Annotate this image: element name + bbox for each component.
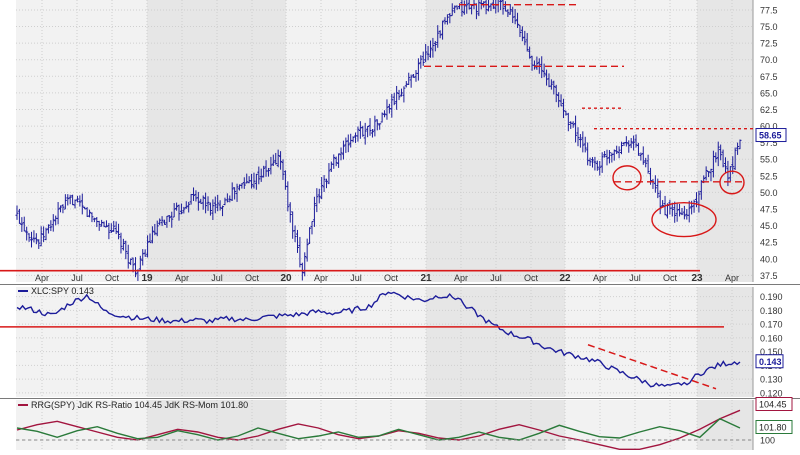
x-tick-label: 23 bbox=[691, 273, 703, 284]
price-y-tick-label: 72.5 bbox=[760, 39, 778, 49]
rs-y-tick-label: 0.160 bbox=[760, 333, 783, 343]
rs-y-tick-label: 0.150 bbox=[760, 347, 783, 357]
rs-last-value-box bbox=[755, 354, 784, 369]
price-y-tick-label: 57.5 bbox=[760, 138, 778, 148]
price-last-value-box bbox=[755, 128, 787, 143]
x-tick-label: 19 bbox=[141, 273, 153, 284]
rs-shade-band bbox=[565, 287, 697, 397]
x-tick-label: 20 bbox=[280, 273, 292, 284]
rs-y-tick-label: 0.130 bbox=[760, 375, 783, 385]
x-tick-label: Jul bbox=[629, 273, 641, 283]
rrg-shade-band bbox=[697, 400, 753, 450]
price-y-tick-label: 52.5 bbox=[760, 171, 778, 181]
rrg-shade-band bbox=[565, 400, 697, 450]
x-tick-label: Apr bbox=[725, 273, 739, 283]
rs-shade-band bbox=[16, 287, 147, 397]
price-shade-band bbox=[697, 0, 753, 282]
x-tick-label: Oct bbox=[384, 273, 399, 283]
price-annotation-ellipse bbox=[651, 202, 717, 238]
x-tick-label: Apr bbox=[454, 273, 468, 283]
x-tick-label: Oct bbox=[663, 273, 678, 283]
rrg-y-tick-label: 100 bbox=[760, 436, 775, 446]
price-y-tick-label: 62.5 bbox=[760, 105, 778, 115]
x-tick-label: Oct bbox=[105, 273, 120, 283]
rs-series-line bbox=[16, 291, 741, 388]
rrg-last-value: 104.45 bbox=[759, 400, 787, 410]
price-y-tick-label: 70.0 bbox=[760, 55, 778, 65]
x-tick-label: Apr bbox=[593, 273, 607, 283]
x-tick-label: Oct bbox=[245, 273, 260, 283]
price-y-tick-label: 50.0 bbox=[760, 188, 778, 198]
price-y-tick-label: 55.0 bbox=[760, 155, 778, 165]
price-annotation-ellipse bbox=[719, 170, 745, 195]
x-tick-label: 22 bbox=[559, 273, 571, 284]
rs-y-tick-label: 0.170 bbox=[760, 320, 783, 330]
x-tick-label: Jul bbox=[71, 273, 83, 283]
price-y-tick-label: 75.0 bbox=[760, 22, 778, 32]
rrg-last-value: 101.80 bbox=[759, 423, 787, 433]
rrg-last-value-box bbox=[755, 420, 793, 434]
rrg-last-value-box bbox=[755, 397, 793, 411]
rrg-series-line bbox=[16, 417, 741, 441]
price-y-tick-label: 77.5 bbox=[760, 5, 778, 15]
price-y-tick-label: 42.5 bbox=[760, 238, 778, 248]
rs-last-value: 0.143 bbox=[759, 357, 782, 367]
x-tick-label: Apr bbox=[35, 273, 49, 283]
x-tick-label: 21 bbox=[420, 273, 432, 284]
x-tick-label: Jul bbox=[490, 273, 502, 283]
x-tick-label: Oct bbox=[524, 273, 539, 283]
price-y-tick-label: 67.5 bbox=[760, 72, 778, 82]
price-y-tick-label: 65.0 bbox=[760, 88, 778, 98]
x-tick-label: Apr bbox=[314, 273, 328, 283]
rrg-label: RRG(SPY) JdK RS-Ratio 104.45 JdK RS-Mom … bbox=[31, 400, 248, 410]
rs-y-tick-label: 0.190 bbox=[760, 292, 783, 302]
rs-shade-band bbox=[697, 287, 753, 397]
rs-y-tick-label: 0.180 bbox=[760, 306, 783, 316]
price-y-tick-label: 60.0 bbox=[760, 122, 778, 132]
price-y-tick-label: 37.5 bbox=[760, 271, 778, 281]
rs-trend-line bbox=[587, 344, 717, 390]
price-annotation-ellipse bbox=[612, 165, 642, 191]
rs-label: XLC:SPY 0.143 bbox=[31, 286, 94, 296]
price-y-tick-label: 40.0 bbox=[760, 254, 778, 264]
price-shade-band bbox=[16, 0, 147, 282]
x-tick-label: Jul bbox=[350, 273, 362, 283]
price-last-value: 58.65 bbox=[759, 131, 782, 141]
price-y-tick-label: 45.0 bbox=[760, 221, 778, 231]
rs-y-tick-label: 0.120 bbox=[760, 388, 783, 398]
x-tick-label: Jul bbox=[211, 273, 223, 283]
x-tick-label: Apr bbox=[175, 273, 189, 283]
price-y-tick-label: 47.5 bbox=[760, 205, 778, 215]
